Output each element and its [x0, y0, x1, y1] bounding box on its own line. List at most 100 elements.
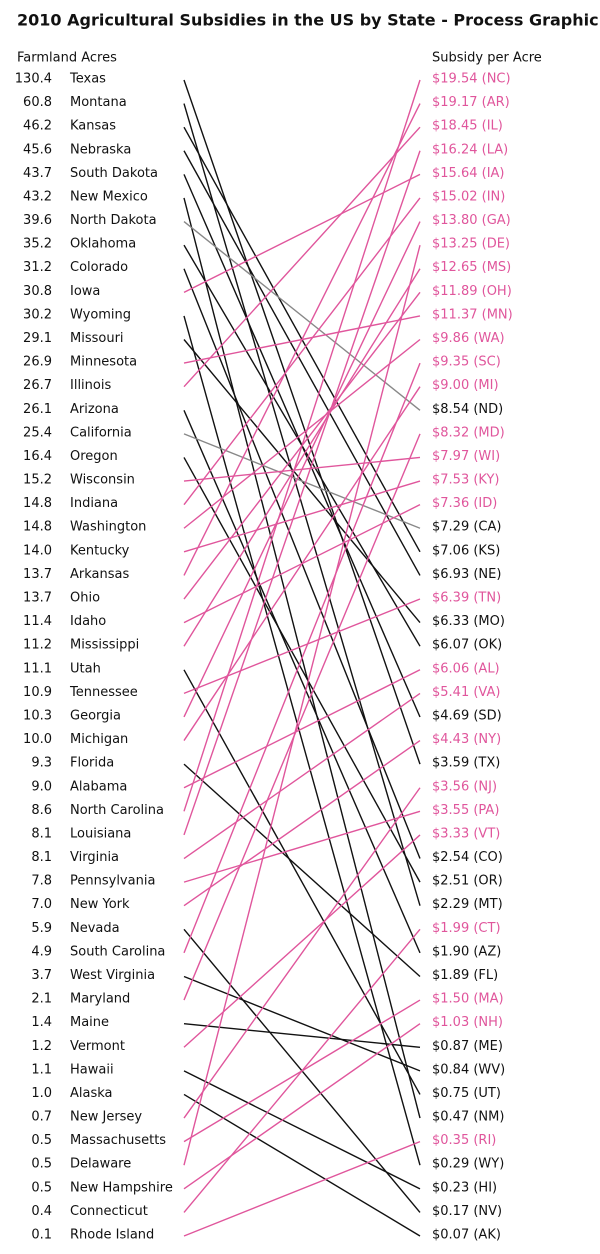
state-label: North Dakota	[70, 213, 157, 228]
slope-line	[183, 1093, 421, 1237]
state-label: Ohio	[70, 591, 100, 606]
subsidy-label: $3.59 (TX)	[432, 756, 500, 771]
subsidy-label: $0.29 (WY)	[432, 1157, 504, 1172]
subsidy-label: $0.75 (UT)	[432, 1086, 501, 1101]
subsidy-label: $5.41 (VA)	[432, 685, 500, 700]
slope-line	[183, 1023, 421, 1190]
slope-line	[183, 103, 421, 906]
subsidy-label: $11.37 (MN)	[432, 307, 513, 322]
acres-label: 9.0	[31, 779, 52, 794]
acres-label: 5.9	[31, 921, 52, 936]
acres-label: 130.4	[15, 72, 52, 87]
state-label: North Carolina	[70, 803, 164, 818]
slope-line	[183, 1140, 421, 1237]
acres-label: 29.1	[23, 331, 52, 346]
state-label: Hawaii	[70, 1062, 114, 1077]
state-label: Arkansas	[70, 567, 129, 582]
acres-label: 26.7	[23, 378, 52, 393]
state-label: Kentucky	[70, 543, 130, 558]
state-label: Pennsylvania	[70, 874, 155, 889]
state-label: Iowa	[70, 284, 100, 299]
state-label: Montana	[70, 95, 127, 110]
subsidy-label: $19.17 (AR)	[432, 95, 510, 110]
acres-label: 13.7	[23, 567, 52, 582]
state-label: Texas	[69, 72, 106, 87]
subsidy-label: $3.56 (NJ)	[432, 779, 497, 794]
state-label: New Hampshire	[70, 1180, 173, 1195]
state-label: Missouri	[70, 331, 124, 346]
acres-label: 1.4	[31, 1015, 52, 1030]
subsidy-label: $1.03 (NH)	[432, 1015, 503, 1030]
state-label: Kansas	[70, 119, 116, 134]
slope-line	[183, 173, 421, 293]
acres-label: 14.8	[23, 496, 52, 511]
state-label: Nevada	[70, 921, 120, 936]
state-label: New Jersey	[70, 1110, 142, 1125]
slope-line	[183, 457, 421, 883]
acres-label: 26.9	[23, 355, 52, 370]
acres-label: 0.5	[31, 1133, 52, 1148]
subsidy-label: $7.36 (ID)	[432, 496, 497, 511]
acres-label: 0.5	[31, 1157, 52, 1172]
subsidy-label: $13.25 (DE)	[432, 237, 510, 252]
state-label: New York	[70, 897, 130, 912]
state-label: Georgia	[70, 708, 121, 723]
slope-line	[183, 810, 421, 883]
subsidy-label: $0.35 (RI)	[432, 1133, 496, 1148]
slope-line	[183, 739, 421, 907]
acres-label: 8.6	[31, 803, 52, 818]
acres-label: 10.0	[23, 732, 52, 747]
slope-line	[183, 598, 421, 695]
acres-label: 35.2	[23, 237, 52, 252]
state-label: Colorado	[70, 260, 128, 275]
state-label: Illinois	[70, 378, 111, 393]
subsidy-label: $0.47 (NM)	[432, 1110, 504, 1125]
state-label: Maine	[70, 1015, 109, 1030]
subsidy-label: $2.51 (OR)	[432, 874, 503, 889]
acres-label: 10.3	[23, 708, 52, 723]
slope-line	[183, 433, 421, 1001]
state-label: Wisconsin	[70, 473, 135, 488]
subsidy-label: $3.33 (VT)	[432, 826, 500, 841]
subsidy-label: $0.17 (NV)	[432, 1204, 502, 1219]
subsidy-label: $8.54 (ND)	[432, 402, 503, 417]
slope-line	[183, 150, 421, 576]
subsidy-label: $9.00 (MI)	[432, 378, 499, 393]
slope-line	[183, 669, 421, 789]
subsidy-label: $1.90 (AZ)	[432, 944, 501, 959]
acres-label: 1.0	[31, 1086, 52, 1101]
chart-title: 2010 Agricultural Subsidies in the US by…	[17, 11, 599, 30]
subsidy-label: $11.89 (OH)	[432, 284, 512, 299]
subsidy-label: $0.23 (HI)	[432, 1180, 497, 1195]
acres-label: 31.2	[23, 260, 52, 275]
state-label: Mississippi	[70, 638, 139, 653]
subsidy-label: $6.39 (TN)	[432, 591, 501, 606]
acres-label: 3.7	[31, 968, 52, 983]
subsidy-label: $0.07 (AK)	[432, 1228, 501, 1243]
subsidy-label: $6.93 (NE)	[432, 567, 501, 582]
state-label: West Virginia	[70, 968, 155, 983]
slope-line	[183, 197, 421, 506]
acres-label: 7.8	[31, 874, 52, 889]
acres-label: 9.3	[31, 756, 52, 771]
subsidy-label: $7.53 (KY)	[432, 473, 500, 488]
subsidy-label: $1.89 (FL)	[432, 968, 498, 983]
subsidy-label: $12.65 (MS)	[432, 260, 511, 275]
subsidy-label: $1.99 (CT)	[432, 921, 501, 936]
subsidy-label: $7.29 (CA)	[432, 520, 501, 535]
slope-line	[183, 975, 421, 1072]
left-header: Farmland Acres	[17, 51, 117, 66]
acres-label: 16.4	[23, 449, 52, 464]
subsidy-label: $16.24 (LA)	[432, 142, 508, 157]
subsidy-label: $18.45 (IL)	[432, 119, 503, 134]
acres-label: 45.6	[23, 142, 52, 157]
state-label: Oklahoma	[70, 237, 136, 252]
acres-label: 7.0	[31, 897, 52, 912]
acres-label: 2.1	[31, 992, 52, 1007]
acres-label: 11.1	[23, 661, 52, 676]
acres-label: 39.6	[23, 213, 52, 228]
subsidy-label: $3.55 (PA)	[432, 803, 499, 818]
acres-label: 43.2	[23, 189, 52, 204]
state-label: South Dakota	[70, 166, 158, 181]
